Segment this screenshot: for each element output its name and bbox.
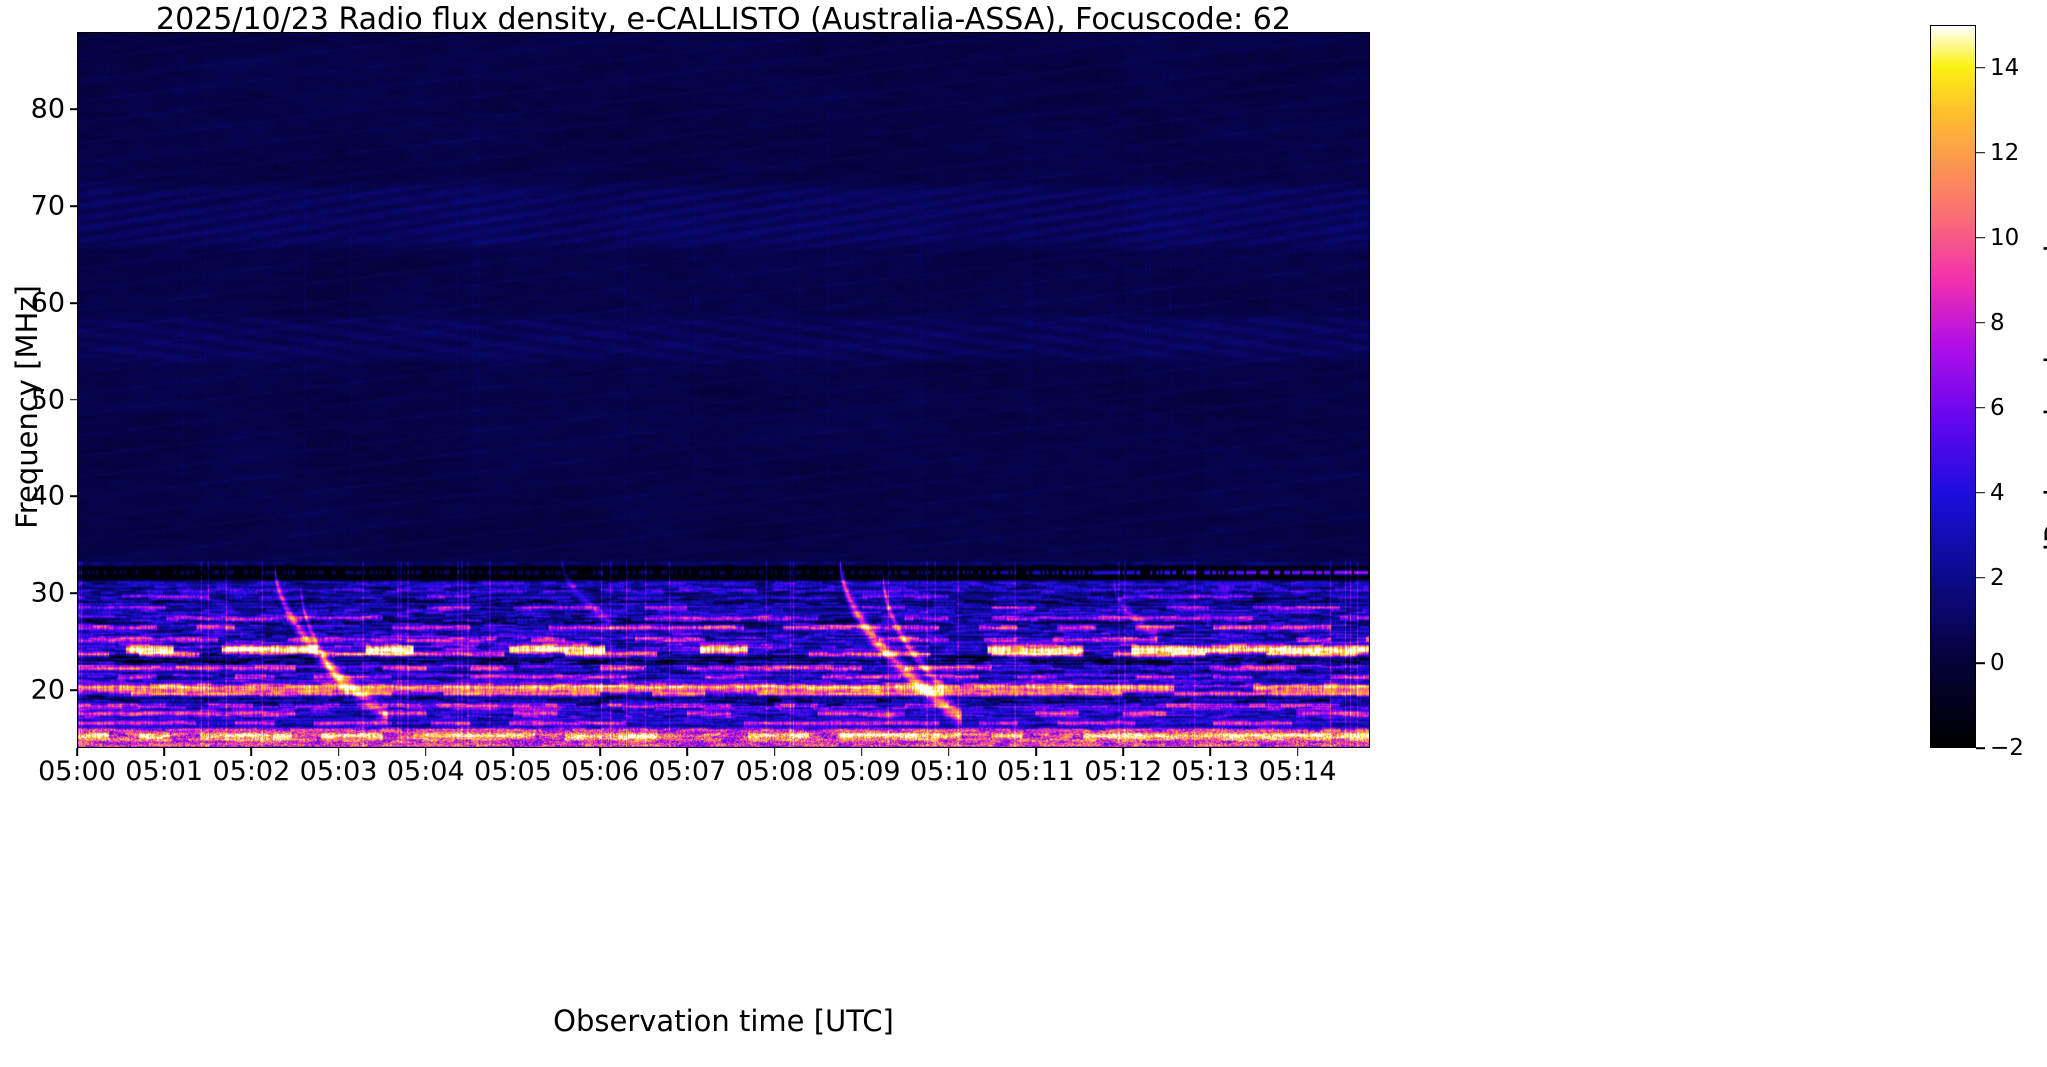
x-tick-mark	[686, 748, 689, 756]
y-tick-label: 70	[30, 190, 65, 222]
x-tick-mark	[424, 748, 427, 756]
y-tick-label: 60	[30, 287, 65, 319]
x-tick-label: 05:00	[38, 756, 116, 787]
y-tick-label: 30	[30, 577, 65, 609]
colorbar-tick-label: 0	[1990, 649, 2005, 676]
colorbar-tick-mark	[1976, 662, 1985, 664]
x-tick-mark	[1296, 748, 1299, 756]
y-tick-mark	[70, 108, 78, 111]
y-tick-label: 40	[30, 480, 65, 512]
colorbar-tick-mark	[1976, 321, 1985, 324]
x-tick-mark	[337, 748, 340, 756]
x-tick-label: 05:09	[822, 756, 901, 787]
x-axis-title: Observation time [UTC]	[553, 1004, 894, 1038]
x-tick-mark	[860, 748, 863, 756]
x-tick-label: 05:14	[1258, 756, 1337, 787]
x-tick-mark	[512, 748, 514, 756]
x-tick-mark	[1209, 748, 1212, 756]
x-tick-label: 05:03	[299, 756, 378, 787]
y-tick-mark	[70, 398, 78, 401]
x-tick-label: 05:08	[735, 756, 814, 787]
colorbar-title: dB above background	[2039, 244, 2047, 562]
colorbar-tick-label: 10	[1990, 224, 2020, 251]
y-tick-mark	[70, 592, 78, 594]
x-tick-label: 05:05	[474, 756, 552, 787]
colorbar-tick-label: 2	[1990, 564, 2005, 591]
chart-title: 2025/10/23 Radio flux density, e-CALLIST…	[156, 2, 1291, 37]
x-tick-label: 05:04	[386, 756, 465, 787]
x-tick-mark	[163, 748, 165, 756]
colorbar-tick-mark	[1976, 151, 1985, 154]
x-tick-label: 05:02	[212, 756, 291, 787]
colorbar-tick-label: 6	[1990, 394, 2005, 421]
x-tick-mark	[1122, 748, 1125, 756]
colorbar-tick-label: −2	[1990, 735, 2024, 761]
spectrogram-axes[interactable]	[77, 32, 1370, 748]
y-tick-mark	[70, 302, 78, 304]
x-tick-mark	[773, 748, 776, 756]
colorbar-tick-mark	[1976, 577, 1985, 579]
x-tick-label: 05:11	[997, 756, 1075, 787]
colorbar-tick-label: 8	[1990, 309, 2005, 336]
x-tick-mark	[1035, 748, 1037, 756]
y-axis-title: Frequency [MHz]	[10, 285, 44, 529]
x-tick-label: 05:01	[125, 756, 204, 787]
x-tick-label: 05:13	[1171, 756, 1250, 787]
colorbar-tick-mark	[1976, 492, 1985, 494]
colorbar-tick-label: 12	[1990, 139, 2020, 166]
y-axis: 80 70 60 50 40 30 20	[0, 0, 78, 1067]
x-tick-label: 05:12	[1084, 756, 1163, 787]
colorbar[interactable]	[1930, 25, 1976, 748]
colorbar-tick-label: 14	[1990, 54, 2020, 81]
colorbar-tick-mark	[1976, 66, 1985, 69]
x-tick-mark	[948, 748, 950, 756]
x-tick-mark	[599, 748, 601, 756]
colorbar-tick-mark	[1976, 236, 1985, 239]
y-tick-label: 50	[30, 384, 65, 416]
y-tick-mark	[70, 205, 78, 207]
x-tick-label: 05:07	[648, 756, 727, 787]
colorbar-tick-label: 4	[1990, 479, 2005, 506]
x-tick-mark	[250, 748, 253, 756]
colorbar-tick-mark	[1976, 406, 1985, 409]
spectrogram-image	[78, 33, 1369, 747]
y-tick-mark	[70, 689, 78, 691]
y-tick-label: 80	[30, 93, 65, 125]
y-tick-mark	[70, 495, 78, 498]
x-tick-mark	[76, 748, 78, 756]
colorbar-tick-mark	[1976, 747, 1985, 749]
x-tick-label: 05:10	[909, 756, 988, 787]
y-tick-label: 20	[30, 674, 65, 706]
x-tick-label: 05:06	[561, 756, 640, 787]
